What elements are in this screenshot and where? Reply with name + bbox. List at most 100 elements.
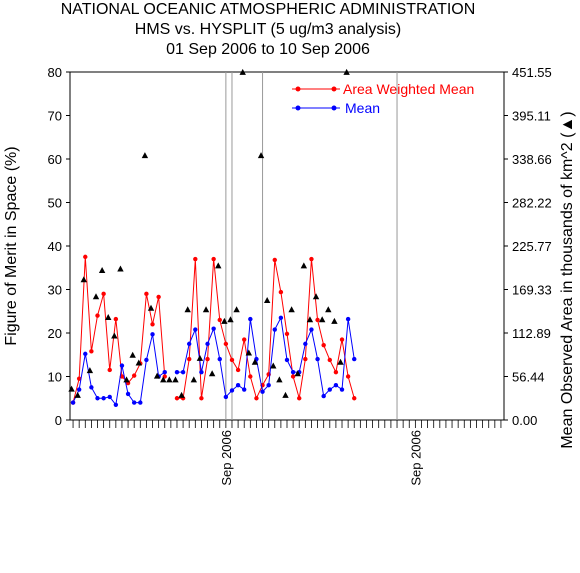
data-point	[229, 388, 235, 393]
legend-marker-mean	[295, 105, 301, 111]
data-point	[290, 369, 296, 375]
triangle-point	[190, 376, 198, 383]
data-point	[284, 357, 290, 363]
data-point	[327, 387, 332, 392]
legend-marker-awm-2	[331, 86, 337, 92]
data-point	[95, 313, 100, 318]
y2-tick-label: 282.22	[512, 196, 552, 211]
y2-tick-label: 169.33	[512, 283, 552, 298]
data-point	[248, 316, 253, 322]
data-point	[278, 289, 284, 295]
data-point	[180, 369, 186, 375]
chart-title: NATIONAL OCEANIC ATMOSPHERIC ADMINISTRAT…	[61, 1, 476, 58]
data-point	[345, 316, 351, 322]
data-point	[95, 396, 100, 401]
data-point	[309, 256, 314, 262]
data-point	[339, 387, 345, 392]
x-tick-label: Sep 2006	[219, 430, 234, 486]
title-line-1: NATIONAL OCEANIC ATMOSPHERIC ADMINISTRAT…	[61, 1, 476, 18]
triangle-point	[263, 297, 271, 304]
data-point	[113, 402, 119, 407]
y-tick-label: 40	[48, 239, 62, 254]
data-point	[217, 317, 222, 323]
data-point	[309, 327, 314, 332]
data-point	[186, 341, 192, 347]
triangle-point	[178, 391, 185, 398]
triangle-point	[245, 349, 253, 356]
triangle-point	[80, 276, 87, 283]
triangle-point	[141, 152, 149, 159]
triangle-point	[337, 358, 344, 365]
triangle-point	[202, 306, 210, 313]
triangle-point	[306, 316, 314, 323]
data-point	[211, 326, 216, 331]
triangle-point	[123, 376, 130, 383]
data-point	[174, 396, 180, 401]
triangle-point	[215, 262, 222, 269]
data-point	[321, 393, 326, 399]
data-point	[211, 256, 216, 262]
y2-tick-label: 451.55	[512, 65, 552, 80]
data-point	[101, 291, 106, 297]
data-point	[345, 374, 351, 379]
series-1	[70, 315, 357, 407]
triangle-point	[147, 304, 155, 311]
legend: Area Weighted Mean Mean	[292, 81, 474, 116]
data-point	[229, 357, 235, 363]
triangle-point	[172, 376, 179, 383]
triangle-point	[86, 367, 94, 374]
triangle-point	[68, 385, 75, 392]
triangle-point	[117, 265, 124, 272]
triangle-point	[282, 391, 289, 398]
data-point	[113, 316, 119, 322]
y-tick-label: 60	[48, 152, 62, 167]
data-point	[138, 400, 143, 405]
data-point	[150, 332, 155, 337]
triangle-point	[276, 376, 283, 383]
data-point	[83, 254, 88, 260]
legend-label-mean: Mean	[345, 100, 380, 116]
y-axis-label: Figure of Merit in Space (%)	[3, 146, 20, 345]
y-tick-label: 0	[55, 413, 62, 428]
data-point	[272, 327, 277, 332]
data-point	[70, 400, 76, 405]
triangle-point	[74, 391, 81, 398]
data-point	[144, 357, 149, 363]
data-point	[327, 357, 332, 363]
triangle-point	[331, 317, 338, 324]
y2-tick-label: 0.00	[512, 413, 537, 428]
data-point	[290, 374, 296, 379]
data-point	[205, 341, 210, 347]
y-tick-label: 70	[48, 109, 62, 124]
triangle-point	[325, 306, 332, 313]
triangle-point	[153, 372, 161, 379]
data-point	[272, 257, 277, 263]
triangle-point	[98, 266, 106, 273]
triangle-point	[184, 306, 191, 313]
triangle-point	[239, 68, 246, 75]
data-point	[107, 394, 112, 400]
data-point	[223, 341, 229, 347]
data-point	[107, 367, 112, 373]
data-point	[76, 387, 82, 392]
series-line	[176, 259, 355, 400]
data-point	[297, 396, 302, 401]
data-point	[303, 356, 308, 362]
data-point	[193, 327, 198, 332]
data-point	[101, 396, 106, 401]
data-point	[89, 349, 94, 354]
data-point	[223, 394, 229, 400]
data-point	[199, 396, 204, 401]
triangle-point	[300, 262, 308, 269]
data-point	[131, 373, 137, 378]
data-point	[162, 369, 167, 375]
series-line	[72, 256, 166, 403]
y-axis-ticks: 0 10 20 30 40 50 60 70 80	[48, 65, 70, 428]
data-point	[242, 387, 247, 392]
data-point	[186, 356, 192, 362]
triangle-point	[257, 152, 265, 159]
legend-marker-awm	[295, 86, 301, 92]
triangle-point	[129, 351, 136, 358]
data-point	[242, 337, 247, 342]
